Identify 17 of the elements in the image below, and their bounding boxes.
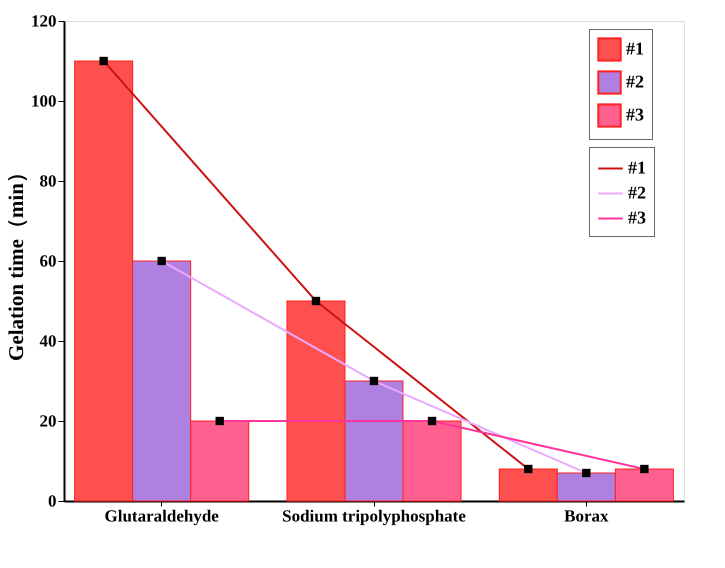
x-tick-label: Sodium tripolyphosphate	[282, 506, 466, 526]
x-tick-label: Glutaraldehyde	[104, 506, 220, 526]
y-tick-label: 80	[40, 172, 56, 190]
y-tick-label: 60	[40, 252, 56, 270]
y-tick-label: 120	[31, 12, 56, 30]
legend-label: #2	[628, 182, 646, 202]
legend-label: #1	[628, 158, 646, 178]
y-tick-label: 100	[31, 92, 56, 110]
y-axis-title: Gelation time（min）	[4, 162, 28, 361]
legend-label: #2	[626, 72, 644, 92]
x-tick-label: Borax	[564, 506, 610, 526]
legend-label: #1	[626, 38, 644, 58]
y-tick-label: 20	[40, 412, 56, 430]
y-tick-label: 40	[40, 332, 56, 350]
y-tick-label: 0	[48, 492, 56, 510]
legend-label: #3	[628, 208, 646, 228]
legend-label: #3	[626, 104, 644, 124]
